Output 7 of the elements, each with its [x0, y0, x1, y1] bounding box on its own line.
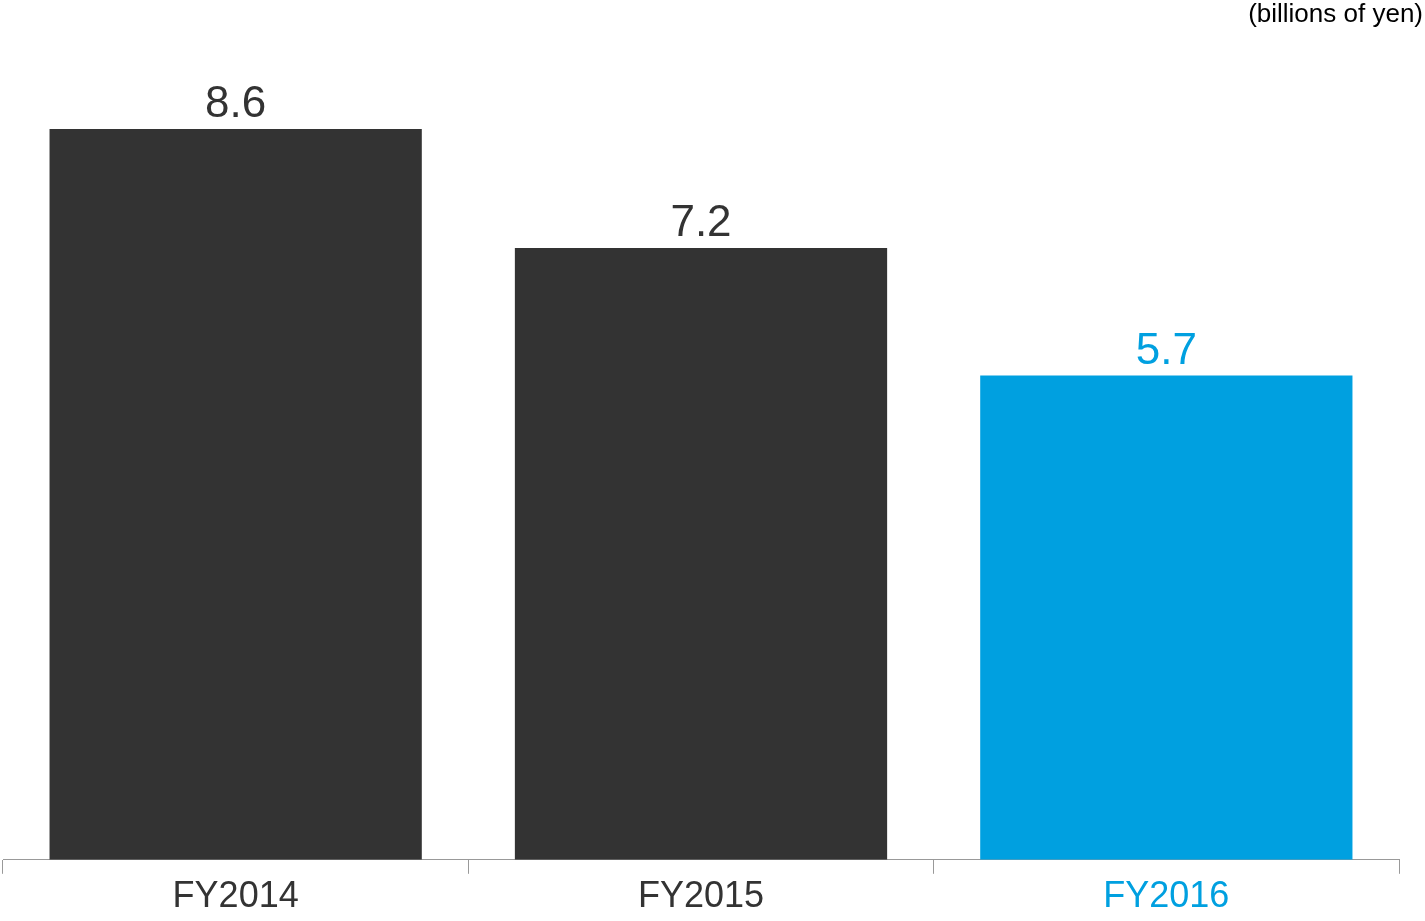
- data-label: 8.6: [205, 77, 267, 127]
- x-tick-label: FY2016: [1103, 874, 1230, 916]
- x-tick-label: FY2014: [172, 874, 299, 916]
- x-tick-label: FY2015: [637, 874, 765, 916]
- data-label: 7.2: [670, 196, 732, 246]
- data-label: 5.7: [1135, 323, 1197, 373]
- y-axis-title: (billions of yen): [1248, 0, 1423, 29]
